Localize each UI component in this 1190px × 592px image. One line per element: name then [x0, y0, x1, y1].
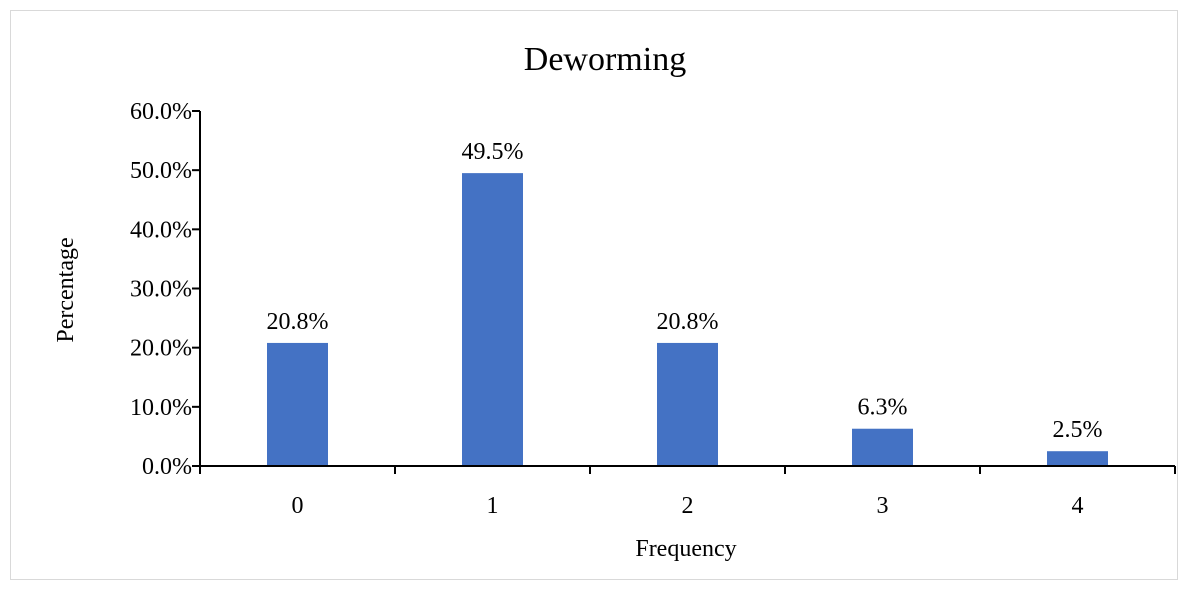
bar	[657, 342, 718, 466]
y-tick-label: 20.0%	[130, 336, 192, 362]
x-tick-label: 2	[682, 493, 694, 519]
x-tick-label: 0	[292, 493, 304, 519]
y-tick-label: 60.0%	[130, 99, 192, 125]
bar	[462, 173, 523, 466]
data-labels: 20.8% 49.5% 20.8% 6.3% 2.5%	[267, 139, 1103, 443]
bars	[267, 173, 1108, 466]
y-axis-title: Percentage	[53, 237, 79, 342]
x-tick-label: 1	[487, 493, 499, 519]
chart-frame	[10, 10, 1178, 580]
y-tick-label: 40.0%	[130, 217, 192, 243]
y-axis: 0.0% 10.0% 20.0% 30.0% 40.0% 50.0% 60.0%	[130, 99, 201, 480]
y-tick-label: 50.0%	[130, 158, 192, 184]
y-tick-label: 0.0%	[142, 454, 192, 480]
chart-title: Deworming	[524, 41, 686, 78]
y-tick-label: 30.0%	[130, 277, 192, 303]
x-tick-label: 4	[1072, 493, 1084, 519]
data-label: 49.5%	[462, 139, 524, 165]
y-tick-label: 10.0%	[130, 395, 192, 421]
x-axis-title: Frequency	[635, 536, 736, 562]
bar	[852, 428, 913, 466]
data-label: 20.8%	[267, 309, 329, 335]
data-label: 6.3%	[858, 395, 908, 421]
data-label: 2.5%	[1053, 417, 1103, 443]
x-axis: 0 1 2 3 4	[199, 465, 1176, 519]
data-label: 20.8%	[657, 309, 719, 335]
bar	[267, 342, 328, 466]
bar	[1047, 451, 1108, 466]
x-tick-label: 3	[877, 493, 889, 519]
